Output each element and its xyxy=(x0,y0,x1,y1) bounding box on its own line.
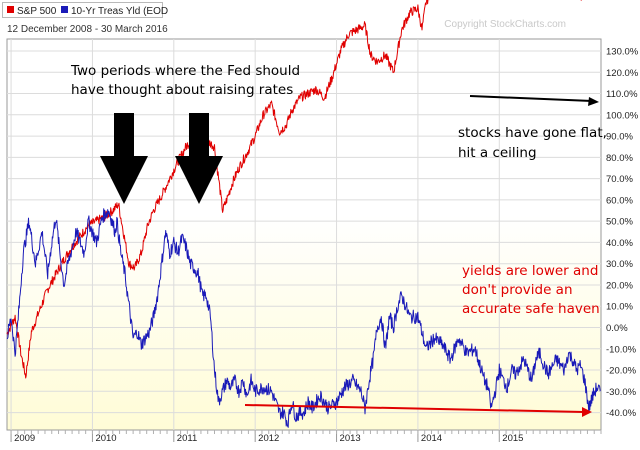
y-axis: 130.0% 120.0% 110.0% 100.0% 90.0% 80.0% 70.0% 6… xyxy=(606,47,639,420)
fed-arrow-2010 xyxy=(100,113,148,204)
x-tick-label: 2013 xyxy=(340,433,361,444)
y-tick-label: -30.0% xyxy=(606,387,637,398)
y-tick-label: 110.0% xyxy=(606,89,638,100)
annotation-fed-line2: have thought about raising rates xyxy=(71,82,293,98)
series-lines xyxy=(6,0,601,428)
y-tick-label: -40.0% xyxy=(606,408,637,419)
legend-label-yield: 10-Yr Treas Yld (EOD xyxy=(71,6,168,17)
legend-label-sp500: S&P 500 xyxy=(17,6,57,17)
copyright: Copyright StockCharts.com xyxy=(444,19,566,30)
y-tick-label: 80.0% xyxy=(606,153,633,164)
annotation-yields-line3: accurate safe haven xyxy=(462,301,600,317)
y-tick-label: 50.0% xyxy=(606,217,633,228)
y-tick-label: 70.0% xyxy=(606,174,633,185)
annotation-stocks-line1: stocks have gone flat, xyxy=(458,125,607,141)
stocks-ceiling-line xyxy=(469,95,599,106)
y-tick-label: 120.0% xyxy=(606,68,639,79)
x-tick-label: 2010 xyxy=(95,433,116,444)
date-range: 12 December 2008 - 30 March 2016 xyxy=(7,24,168,35)
y-tick-label: 10.0% xyxy=(606,302,633,313)
x-tick-label: 2009 xyxy=(14,433,35,444)
y-tick-label: 20.0% xyxy=(606,280,633,291)
y-tick-label: 60.0% xyxy=(606,195,633,206)
yields-floor-line xyxy=(244,404,592,417)
y-tick-label: 0.0% xyxy=(606,323,628,334)
y-tick-label: 40.0% xyxy=(606,238,633,249)
fed-arrow-2011 xyxy=(175,113,223,204)
legend-swatch-sp500 xyxy=(7,6,14,13)
y-tick-label: 30.0% xyxy=(606,259,633,270)
annotation-fed-line1: Two periods where the Fed should xyxy=(70,63,300,79)
legend: S&P 500 10-Yr Treas Yld (EOD xyxy=(2,2,168,18)
y-tick-label: -20.0% xyxy=(606,366,637,377)
annotation-yields-line2: don't provide an xyxy=(462,282,573,298)
x-tick-label: 2014 xyxy=(421,433,442,444)
x-tick-label: 2012 xyxy=(258,433,279,444)
annotation-yields-line1: yields are lower and xyxy=(462,263,598,279)
y-tick-label: -10.0% xyxy=(606,344,637,355)
legend-swatch-yield xyxy=(61,6,68,13)
x-tick-label: 2015 xyxy=(502,433,523,444)
y-tick-label: 90.0% xyxy=(606,132,633,143)
y-tick-label: 100.0% xyxy=(606,110,639,121)
annotation-stocks-line2: hit a ceiling xyxy=(458,145,537,161)
x-axis: 2009 2010 2011 2012 2013 2014 2015 xyxy=(10,430,602,444)
series-line-sp500 xyxy=(6,0,582,379)
plot-background xyxy=(6,38,602,431)
y-tick-label: 130.0% xyxy=(606,47,639,58)
x-tick-label: 2011 xyxy=(177,433,197,444)
series-line-10yr-yield xyxy=(6,208,601,428)
